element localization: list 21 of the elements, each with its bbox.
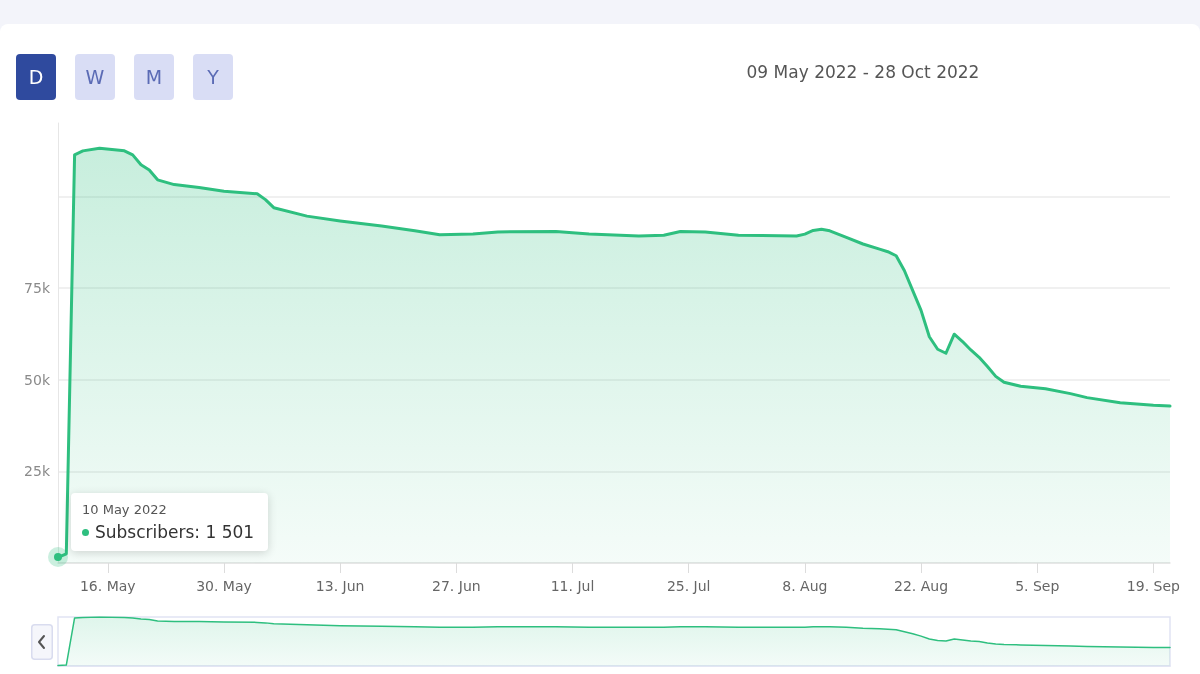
period-button: M <box>134 54 174 100</box>
y-tick-label: 50k <box>24 371 51 388</box>
x-tick-label: 27. Jun <box>432 578 481 594</box>
x-tick-label: 22. Aug <box>894 578 949 594</box>
period-button: D <box>16 54 56 100</box>
period-button: W <box>75 54 115 100</box>
x-tick-label: 30. May <box>196 578 252 594</box>
y-tick-label: 25k <box>24 463 51 480</box>
period-button: Y <box>193 54 233 100</box>
chart-title: 09 May 2022 - 28 Oct 2022 <box>746 62 980 82</box>
x-tick-label: 11. Jul <box>550 578 595 594</box>
x-tick-label: 13. Jun <box>315 578 365 594</box>
x-tick-label: 5. Sep <box>1015 578 1060 594</box>
x-tick-label: 19. Sep <box>1126 578 1181 594</box>
x-tick-label: 16. May <box>79 578 136 594</box>
annotation: 10 May 2022 <box>82 502 167 518</box>
x-tick-label: 25. Jul <box>666 578 711 594</box>
annotation: Subscribers: 1 501 <box>95 522 255 543</box>
x-tick-label: 8. Aug <box>782 578 828 594</box>
y-tick-label: 75k <box>24 280 51 296</box>
tooltip: 10 May 2022 Subscribers: 1 501 <box>71 493 269 552</box>
